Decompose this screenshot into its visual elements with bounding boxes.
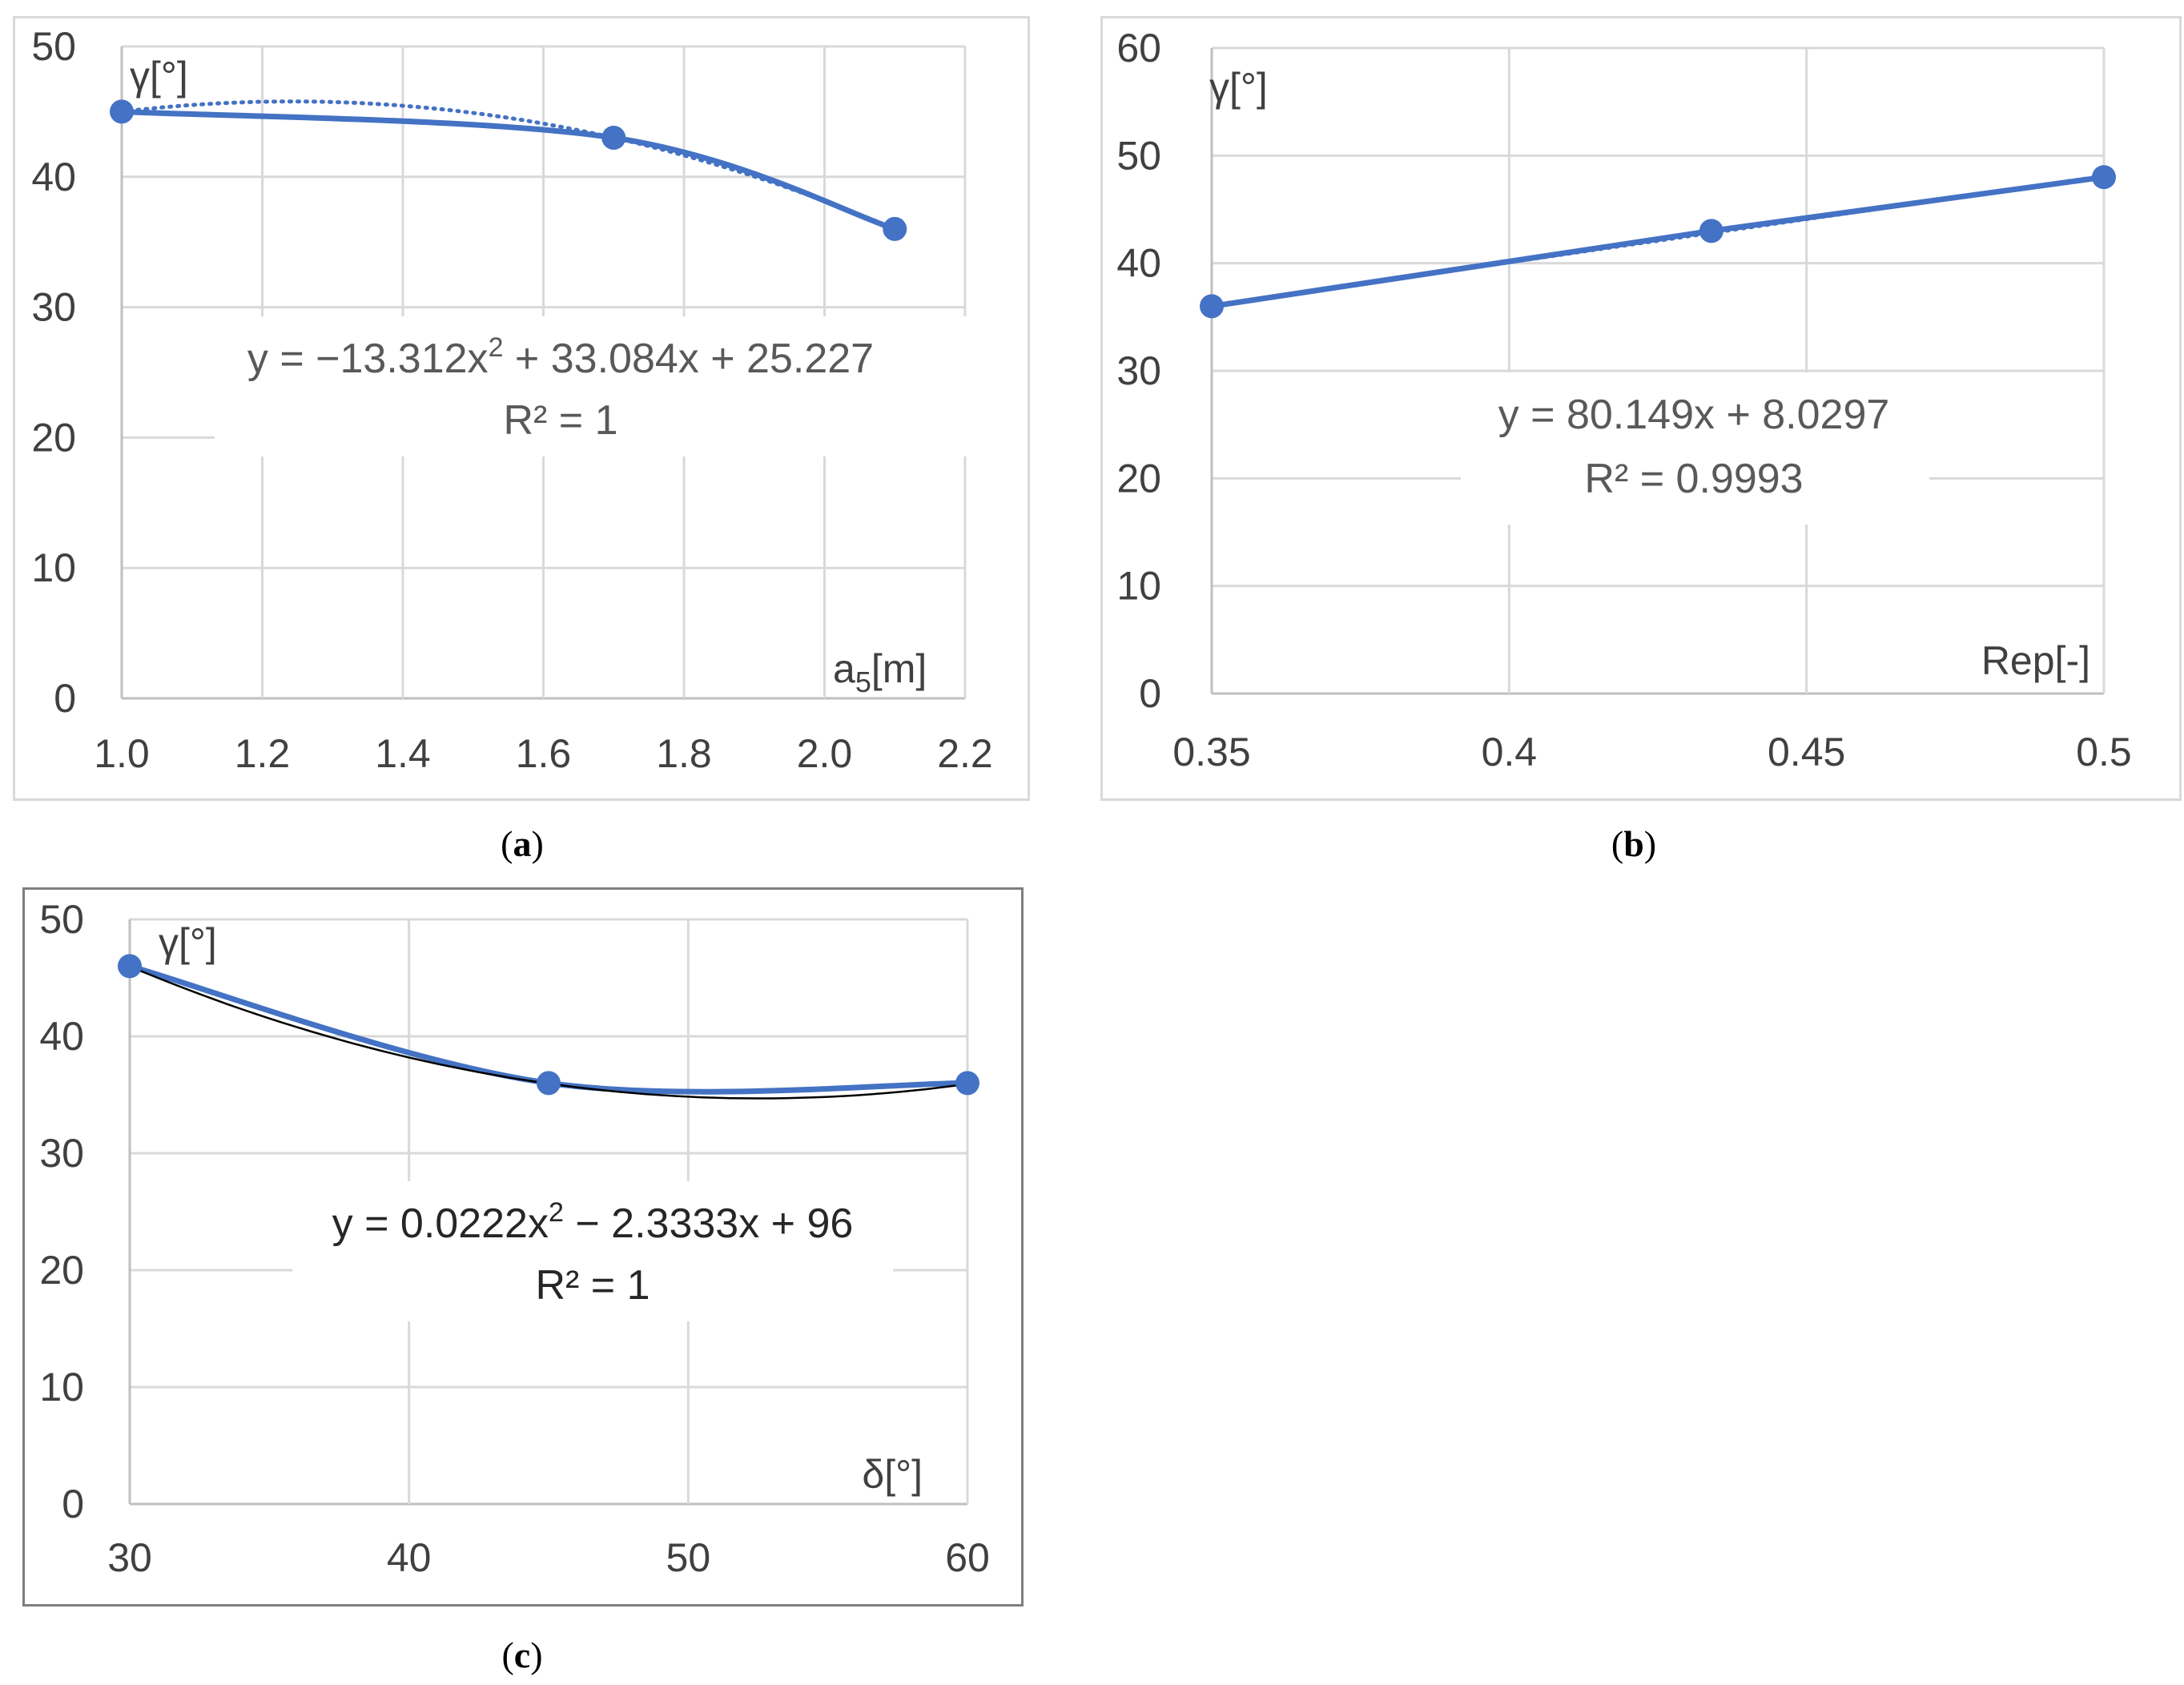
caption-b-letter: b — [1623, 823, 1644, 864]
caption-c-letter: c — [513, 1635, 531, 1675]
chart-a-frame — [13, 16, 1030, 801]
chart-c-frame — [22, 887, 1024, 1607]
chart-b-frame — [1100, 16, 2182, 801]
caption-a: (a) — [501, 823, 544, 864]
caption-b: (b) — [1611, 823, 1657, 864]
caption-c: (c) — [501, 1635, 543, 1675]
caption-a-letter: a — [513, 823, 532, 864]
